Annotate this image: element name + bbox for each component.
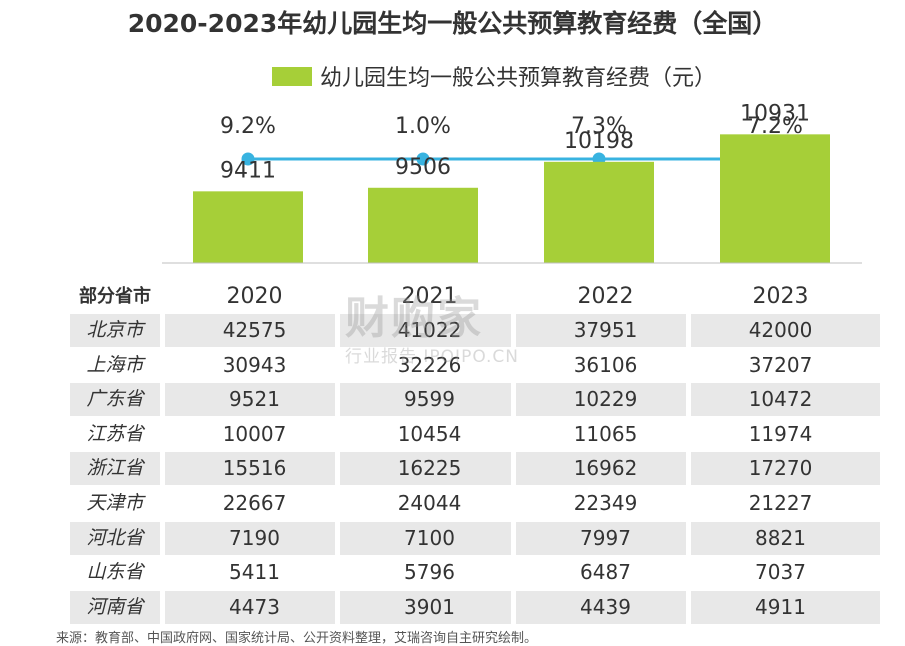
table-header-year: 2023 [752,284,809,309]
table-header-label: 部分省市 [79,286,151,307]
bar [720,134,830,263]
table-row-name: 上海市 [86,353,144,376]
bar [544,161,654,263]
table-cell-value: 11065 [573,421,638,446]
column-separator [686,521,691,555]
table-cell-value: 7100 [404,525,455,550]
table-cell-value: 5796 [404,560,455,585]
column-separator [511,452,516,486]
table-row: 广东省 9521 9599 10229 10472 [70,383,880,417]
table-cell-value: 42575 [222,318,287,342]
table-cell-value: 36106 [573,352,638,377]
table-cell-value: 41022 [397,318,462,342]
table-cell-value: 6487 [580,560,631,585]
table-row: 北京市 42575 41022 37951 42000 [70,314,880,347]
bar-value-label: 10198 [564,129,634,154]
table-cell-value: 10229 [573,387,638,412]
table-cell-value: 7997 [580,525,631,550]
table-cell-value: 24044 [397,491,462,515]
table-cell-value: 10472 [748,387,813,412]
table-row-name: 广东省 [86,388,144,411]
table-header-row: 部分省市 2020 2021 2022 2023 [70,280,880,313]
bar-value-label: 9506 [395,155,451,180]
table-cell-value: 22667 [222,491,287,515]
table-row: 河南省 4473 3901 4439 4911 [70,590,880,624]
growth-label: 9.2% [220,114,276,139]
column-separator [686,314,691,347]
column-separator [160,452,165,486]
table-cell-value: 37207 [748,352,813,377]
table-cell-value: 5411 [229,560,280,585]
column-separator [335,383,340,417]
table-row-name: 河南省 [86,595,144,618]
table-cell-value: 15516 [222,456,287,481]
table-cell-value: 4473 [229,594,280,619]
bar [368,187,478,263]
table-cell-value: 4911 [755,594,806,619]
table-row: 天津市 22667 24044 22349 21227 [70,487,880,520]
table-row: 浙江省 15516 16225 16962 17270 [70,452,880,486]
table-cell-value: 16225 [397,456,462,481]
growth-point [241,152,255,166]
table-header-year: 2020 [226,284,283,309]
column-separator [160,383,165,417]
table-cell-value: 17270 [748,456,813,481]
table-row-name: 浙江省 [86,457,144,480]
table-cell-value: 9599 [404,387,455,412]
column-separator [335,521,340,555]
column-separator [160,314,165,347]
legend: 幼儿园生均一般公共预算教育经费（元） [272,62,717,91]
legend-swatch [272,66,312,86]
table-cell-value: 7190 [229,525,280,550]
column-separator [511,314,516,347]
column-separator [511,521,516,555]
column-separator [686,383,691,417]
table-row: 江苏省 10007 10454 11065 11974 [70,418,880,451]
table-cell-value: 4439 [580,594,631,619]
table-cell-value: 30943 [222,352,287,377]
table-header-year: 2022 [577,284,634,309]
column-separator [686,590,691,624]
table-row: 河北省 7190 7100 7997 8821 [70,521,880,555]
growth-label: 7.3% [571,114,627,139]
table-cell-value: 21227 [748,491,813,515]
growth-point [416,152,430,166]
column-separator [511,590,516,624]
table-row: 山东省 5411 5796 6487 7037 [70,556,880,589]
table-cell-value: 10454 [397,421,462,446]
source-note: 来源：教育部、中国政府网、国家统计局、公开资料整理，艾瑞咨询自主研究绘制。 [56,631,538,646]
table-row-name: 江苏省 [86,422,144,445]
legend-label: 幼儿园生均一般公共预算教育经费（元） [320,66,717,91]
column-separator [160,521,165,555]
table-header-year: 2021 [401,284,458,309]
table-row: 上海市 30943 32226 36106 37207 [70,349,880,382]
table-cell-value: 8821 [755,525,806,550]
table-cell-value: 7037 [755,560,806,585]
table-cell-value: 10007 [222,421,287,446]
table-cell-value: 3901 [404,594,455,619]
column-separator [511,383,516,417]
table-cell-value: 16962 [573,456,638,481]
bar-value-label: 10931 [740,101,810,126]
growth-label: 1.0% [395,114,451,139]
table-cell-value: 11974 [748,421,813,446]
table-cell-value: 32226 [397,352,462,377]
table-row-name: 山东省 [86,561,144,584]
column-separator [335,590,340,624]
table-row-name: 河北省 [86,526,144,549]
table-cell-value: 22349 [573,491,638,515]
column-separator [686,452,691,486]
column-separator [335,314,340,347]
table-cell-value: 42000 [748,318,813,342]
column-separator [335,452,340,486]
table-row-name: 北京市 [86,319,144,341]
bar-value-label: 9411 [220,158,276,183]
table-row-name: 天津市 [86,492,144,514]
bar [193,191,303,263]
table-cell-value: 9521 [229,387,280,412]
table-cell-value: 37951 [573,318,638,342]
chart-title: 2020-2023年幼儿园生均一般公共预算教育经费（全国） [127,9,778,38]
column-separator [160,590,165,624]
